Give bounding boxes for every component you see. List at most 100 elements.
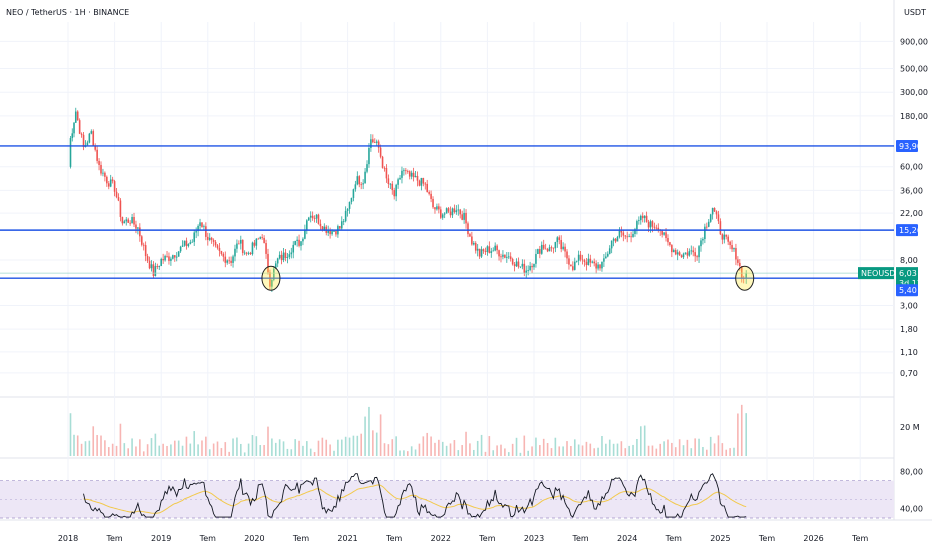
volume-bar — [698, 438, 700, 456]
volume-bar — [131, 438, 133, 456]
volume-bar — [601, 436, 603, 456]
candle-body — [249, 252, 252, 255]
candle-body — [172, 255, 174, 259]
volume-bar — [694, 438, 696, 456]
volume-bar — [267, 426, 269, 456]
candle-body — [731, 245, 733, 250]
volume-bar — [573, 439, 576, 456]
time-tick-label: Tem — [571, 534, 588, 543]
time-tick-label: Tem — [851, 534, 868, 543]
candle-body — [307, 217, 310, 221]
candle-body — [737, 259, 739, 263]
candle-body — [391, 183, 394, 191]
volume-bar — [469, 443, 471, 456]
candle-body — [362, 183, 364, 185]
candle-body — [469, 234, 471, 237]
candle-body — [162, 258, 164, 261]
candle-body — [243, 252, 246, 254]
volume-bar — [360, 433, 362, 456]
time-axis-labels: 2018 Tem 2019 Tem 2020 Tem 2021 Tem 2022 Tem 2023 T… — [58, 534, 869, 543]
volume-bar — [154, 433, 157, 456]
volume-bar — [263, 445, 265, 456]
candle-body — [104, 172, 106, 177]
volume-bar — [306, 441, 308, 456]
candle-body — [674, 250, 677, 255]
candle-body — [78, 120, 81, 134]
grid — [0, 22, 894, 520]
candle-body — [610, 240, 613, 249]
candle-body — [465, 212, 467, 224]
volume-bar — [302, 445, 304, 456]
candle-body — [478, 248, 481, 257]
candle-body — [684, 252, 687, 254]
candle-body — [733, 248, 735, 250]
volume-bar — [620, 441, 623, 456]
volume-bar — [177, 440, 180, 456]
candle-body — [350, 197, 353, 202]
currency-label: USDT — [904, 8, 926, 17]
candle-body — [90, 131, 93, 134]
volume-bar — [636, 438, 638, 456]
volume-bar — [531, 446, 533, 456]
volume-bar — [639, 426, 642, 456]
volume-bar — [562, 446, 564, 456]
candle-body — [173, 255, 176, 258]
time-tick-label: Tem — [665, 534, 682, 543]
volume-bar — [713, 443, 716, 456]
candle-body — [201, 222, 203, 228]
volume-bar — [426, 432, 429, 456]
volume-bar — [73, 434, 75, 456]
candle-body — [319, 223, 322, 227]
volume-bar — [624, 448, 627, 456]
candle-body — [618, 230, 621, 238]
volume-bar — [317, 440, 320, 456]
candle-body — [688, 251, 691, 256]
candle-body — [304, 229, 306, 239]
volume-bar — [667, 439, 669, 456]
price-candles — [69, 107, 747, 292]
candle-body — [383, 167, 386, 169]
candle-body — [205, 226, 207, 237]
volume-bar — [488, 436, 491, 456]
candle-body — [348, 201, 351, 209]
volume-bar — [166, 445, 168, 456]
candle-body — [700, 240, 702, 247]
volume-bar — [589, 443, 592, 456]
volume-bar — [632, 444, 634, 456]
horizontal-levels[interactable] — [0, 145, 894, 279]
candle-body — [358, 176, 361, 185]
highlight-circles[interactable] — [261, 265, 755, 291]
candle-body — [655, 227, 658, 229]
candle-body — [715, 211, 718, 215]
candle-body — [517, 261, 520, 267]
candle-body — [641, 215, 644, 219]
candle-body — [544, 248, 547, 250]
candle-body — [537, 249, 539, 255]
candle-body — [428, 192, 430, 194]
candle-body — [570, 264, 572, 267]
time-tick-label: 2024 — [617, 534, 637, 543]
candle-body — [502, 254, 504, 257]
volume-tick-label: 20 M — [900, 423, 920, 432]
candle-body — [115, 191, 118, 198]
candle-body — [424, 183, 427, 185]
candle-body — [360, 184, 362, 186]
volume-bar — [372, 430, 374, 456]
candle-body — [745, 273, 747, 279]
candle-body — [302, 238, 304, 242]
volume-bar — [655, 448, 658, 456]
volume-bar — [492, 450, 495, 456]
candle-body — [579, 254, 582, 260]
candle-body — [387, 178, 390, 185]
candle-body — [259, 237, 262, 239]
volume-bar — [115, 445, 118, 456]
candle-body — [449, 211, 452, 216]
volume-bar — [515, 437, 518, 456]
volume-bar — [682, 445, 685, 456]
candle-body — [511, 258, 514, 265]
volume-bar — [259, 445, 262, 456]
volume-bar — [616, 443, 619, 456]
candle-body — [333, 231, 335, 232]
